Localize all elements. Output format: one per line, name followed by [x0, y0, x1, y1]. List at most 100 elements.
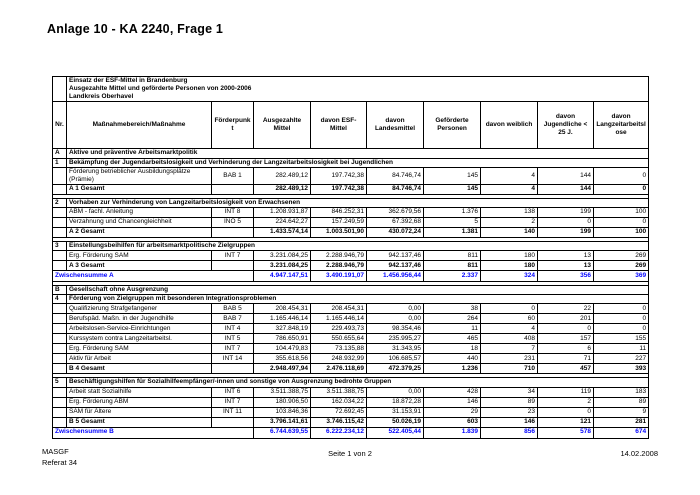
value-cell: 235.995,27: [366, 333, 424, 345]
value-cell: 60: [480, 313, 538, 325]
total-label: B 4 Gesamt: [66, 363, 212, 375]
value-cell: 89: [592, 396, 650, 408]
table-row: Berufspäd. Maßn. in der Jugendhilfe BAB 7…: [52, 313, 650, 325]
value-cell: 0: [592, 217, 650, 228]
foerderpunkt-value: [211, 260, 254, 272]
subtotal-value-cell: 674: [592, 426, 650, 439]
table-row: SAM für Ältere INT 11 103.846,36 72.692,45 3…: [52, 406, 650, 418]
row-number: [52, 313, 67, 325]
value-cell: 119: [537, 386, 594, 398]
column-header-gefoerderte-personen: Geförderte Personen: [423, 101, 481, 150]
value-cell: 1.165.446,14: [253, 313, 311, 325]
value-cell: 104.479,83: [253, 343, 311, 355]
total-value-cell: 145: [423, 183, 481, 195]
total-value-cell: 603: [423, 416, 481, 428]
table-row: Kurssystem contra Langzeitarbeitsl. INT 5…: [52, 333, 650, 345]
subtotal-value-cell: 356: [537, 270, 594, 283]
table-row: Verzahnung und Chancengleichheit INO 5 224…: [52, 217, 650, 228]
value-cell: 208.454,31: [310, 303, 367, 315]
total-label: A 3 Gesamt: [66, 260, 212, 272]
value-cell: 0: [592, 313, 650, 325]
measure-label: Qualifizierung Strafgefangener: [66, 303, 212, 315]
total-value-cell: 281: [592, 416, 650, 428]
value-cell: 180.906,50: [253, 396, 311, 408]
table-row: Erg. Förderung ABM INT 7 180.906,50 162.034…: [52, 396, 650, 408]
subtotal-value-cell: 856: [480, 426, 538, 439]
total-value-cell: 430.072,24: [366, 227, 424, 238]
measure-label: Erg. Förderung SAM: [66, 250, 212, 262]
row-number: [52, 250, 67, 262]
value-cell: 3.231.084,25: [253, 250, 311, 262]
value-cell: 0,00: [366, 386, 424, 398]
total-value-cell: 0: [592, 183, 650, 195]
value-cell: 22: [537, 303, 594, 315]
table-row: Zwischensumme B 6.744.639,55 6.222.234,12 5…: [52, 426, 650, 439]
total-label: A 1 Gesamt: [66, 183, 212, 195]
foerderpunkt-value: INT 5: [211, 333, 254, 345]
section-number: B: [52, 285, 67, 296]
total-value-cell: 197.742,38: [310, 183, 367, 195]
footer-date: 14.02.2008: [620, 449, 658, 458]
measure-label: Arbeit statt Sozialhilfe: [66, 386, 212, 398]
foerderpunkt-value: BAB 7: [211, 313, 254, 325]
row-number: [52, 323, 67, 335]
value-cell: 13: [537, 250, 594, 262]
table-row: B 4 Gesamt 2.948.497,94 2.476.118,69 472.37…: [52, 363, 650, 375]
value-cell: 18: [423, 343, 481, 355]
section-number: 2: [52, 197, 67, 209]
value-cell: 440: [423, 353, 481, 365]
total-value-cell: 3.746.115,42: [310, 416, 367, 428]
table-header-row: Nr. Maßnahmebereich/Maßnahme Förderpunkt…: [52, 101, 650, 150]
foerderpunkt-value: [211, 183, 254, 195]
total-label: A 2 Gesamt: [66, 227, 212, 238]
value-cell: 7: [480, 343, 538, 355]
foerderpunkt-value: INT 8: [211, 207, 254, 218]
value-cell: 162.034,22: [310, 396, 367, 408]
table-row: 2 Vorhaben zur Verhinderung von Langzeita…: [52, 197, 650, 209]
subtotal-value-cell: 4.947.147,51: [253, 270, 311, 283]
page-title: Anlage 10 - KA 2240, Frage 1: [47, 22, 224, 36]
row-number: [52, 363, 67, 375]
value-cell: 3.511.388,75: [310, 386, 367, 398]
section-label: Beschäftigungshilfen für Sozialhilfeempf…: [65, 377, 650, 388]
value-cell: 2.288.946,79: [310, 250, 367, 262]
value-cell: 18.872,28: [366, 396, 424, 408]
measure-label: SAM für Ältere: [66, 406, 212, 418]
value-cell: 0: [537, 323, 594, 335]
value-cell: 180: [480, 250, 538, 262]
subtotal-value-cell: 6.744.639,55: [253, 426, 311, 439]
row-number: [52, 333, 67, 345]
value-cell: 355.618,56: [253, 353, 311, 365]
value-cell: 5: [423, 217, 481, 228]
title-row-empty-cell: [52, 75, 67, 103]
row-number: [52, 217, 67, 228]
row-number: [52, 303, 67, 315]
footer-author: MASGF Referat 34: [42, 447, 77, 468]
total-value-cell: 472.379,25: [366, 363, 424, 375]
total-value-cell: 199: [537, 227, 594, 238]
value-cell: 197.742,38: [310, 166, 367, 185]
section-number: A: [52, 148, 67, 159]
column-header-langzeitarbeitslose: davon Langzeitarbeitslose: [592, 101, 650, 150]
total-value-cell: 811: [423, 260, 481, 272]
value-cell: 155: [592, 333, 650, 345]
value-cell: 157.249,59: [310, 217, 367, 228]
value-cell: 72.692,45: [310, 406, 367, 418]
value-cell: 224.642,27: [253, 217, 311, 228]
foerderpunkt-value: INT 7: [211, 343, 254, 355]
table-title-block: Einsatz der ESF-Mittel in Brandenburg Au…: [65, 75, 650, 103]
value-cell: 29: [423, 406, 481, 418]
row-number: [52, 343, 67, 355]
table-row: Erg. Förderung SAM INT 7 3.231.084,25 2.288…: [52, 250, 650, 262]
table-row: Förderung betrieblicher Ausbildungsplätz…: [52, 166, 650, 185]
value-cell: 227: [592, 353, 650, 365]
foerderpunkt-value: INT 7: [211, 250, 254, 262]
section-number: 4: [52, 294, 67, 305]
foerderpunkt-value: INT 7: [211, 396, 254, 408]
value-cell: 229.493,73: [310, 323, 367, 335]
section-label: Bekämpfung der Jugendarbeitslosigkeit un…: [65, 157, 650, 168]
value-cell: 264: [423, 313, 481, 325]
value-cell: 3.511.388,75: [253, 386, 311, 398]
column-header-ausgezahlte-mittel: Ausgezahlte Mittel: [253, 101, 311, 150]
